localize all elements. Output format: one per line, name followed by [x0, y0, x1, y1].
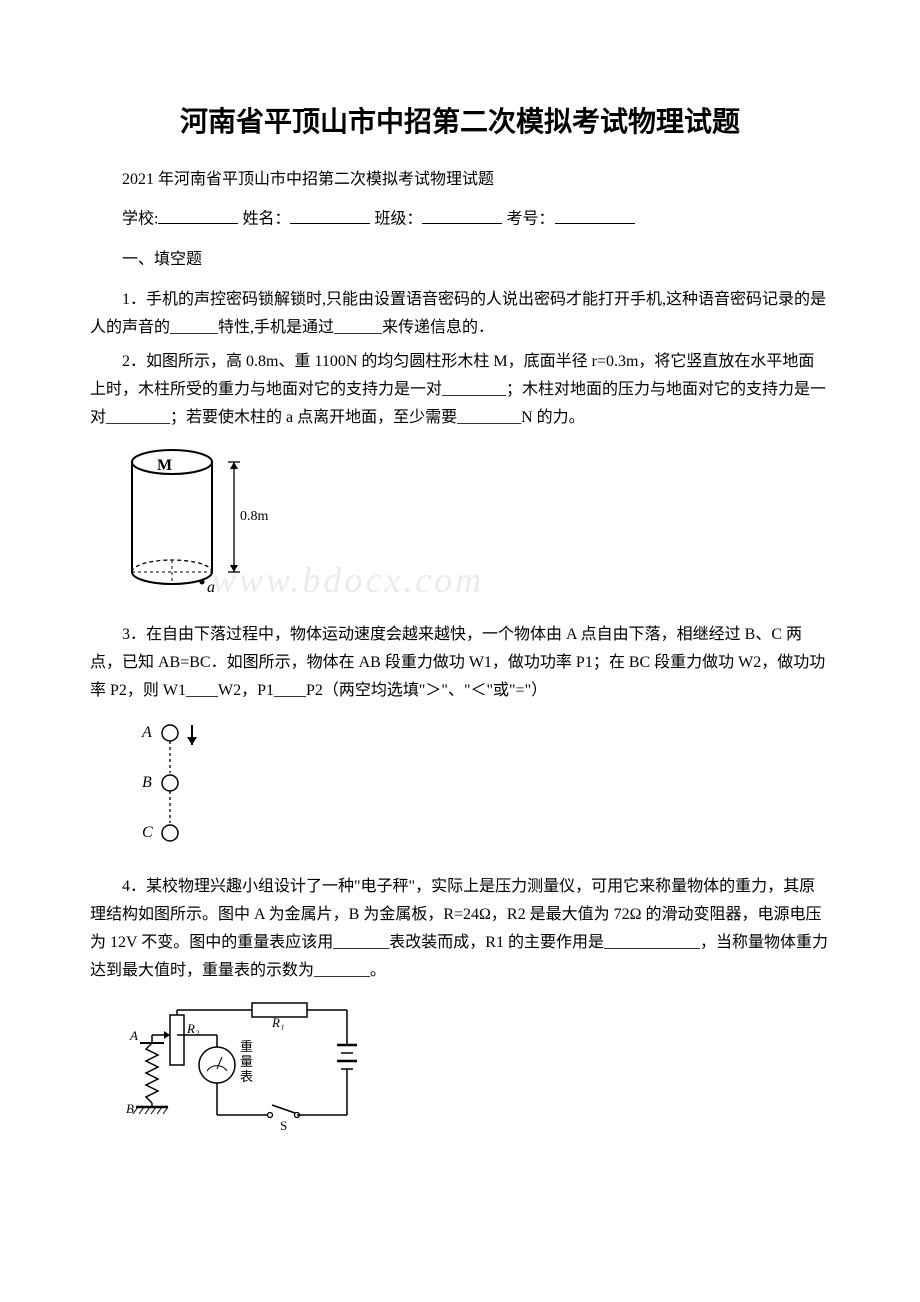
- question-3: 3．在自由下落过程中，物体运动速度会越来越快，一个物体由 A 点自由下落，相继经…: [90, 621, 830, 705]
- name-label: 姓名：: [242, 211, 290, 228]
- figure-q2: a M 0.8m www.bdocx.com: [122, 442, 830, 611]
- label-A: A: [129, 1028, 138, 1043]
- examno-blank: [555, 206, 635, 224]
- meta-line: 学校: 姓名： 班级： 考号：: [90, 206, 830, 232]
- school-blank: [158, 206, 238, 224]
- label-S: S: [280, 1118, 287, 1133]
- figure-q4: R₁ S 重 量 表 R₂ A: [122, 995, 830, 1144]
- label-M: M: [157, 457, 172, 474]
- school-label: 学校:: [122, 211, 158, 228]
- name-blank: [290, 206, 370, 224]
- label-ammeter-1: 重: [240, 1039, 253, 1054]
- subtitle: 2021 年河南省平顶山市中招第二次模拟考试物理试题: [90, 167, 830, 193]
- label-ammeter-2: 量: [240, 1054, 253, 1069]
- examno-label: 考号：: [506, 211, 554, 228]
- class-blank: [422, 206, 502, 224]
- figure-q3: A B C: [122, 715, 830, 864]
- label-B: B: [142, 774, 152, 791]
- circuit-diagram: R₁ S 重 量 表 R₂ A: [122, 995, 382, 1135]
- cylinder-diagram: a M 0.8m: [122, 442, 272, 602]
- label-height: 0.8m: [240, 509, 269, 524]
- falling-diagram: A B C: [122, 715, 222, 855]
- question-4: 4．某校物理兴趣小组设计了一种"电子秤"，实际上是压力测量仪，可用它来称量物体的…: [90, 873, 830, 985]
- class-label: 班级：: [374, 211, 422, 228]
- label-ammeter-3: 表: [240, 1069, 253, 1084]
- page-title: 河南省平顶山市中招第二次模拟考试物理试题: [90, 100, 830, 145]
- label-C: C: [142, 824, 153, 841]
- label-A: A: [141, 724, 152, 741]
- section-1-heading: 一、填空题: [90, 247, 830, 273]
- label-R1: R₁: [271, 1015, 284, 1030]
- label-R2: R₂: [186, 1021, 200, 1036]
- question-1: 1．手机的声控密码锁解锁时,只能由设置语音密码的人说出密码才能打开手机,这种语音…: [90, 286, 830, 342]
- label-a: a: [207, 579, 215, 596]
- question-2: 2．如图所示，高 0.8m、重 1100N 的均匀圆柱形木柱 M，底面半径 r=…: [90, 348, 830, 432]
